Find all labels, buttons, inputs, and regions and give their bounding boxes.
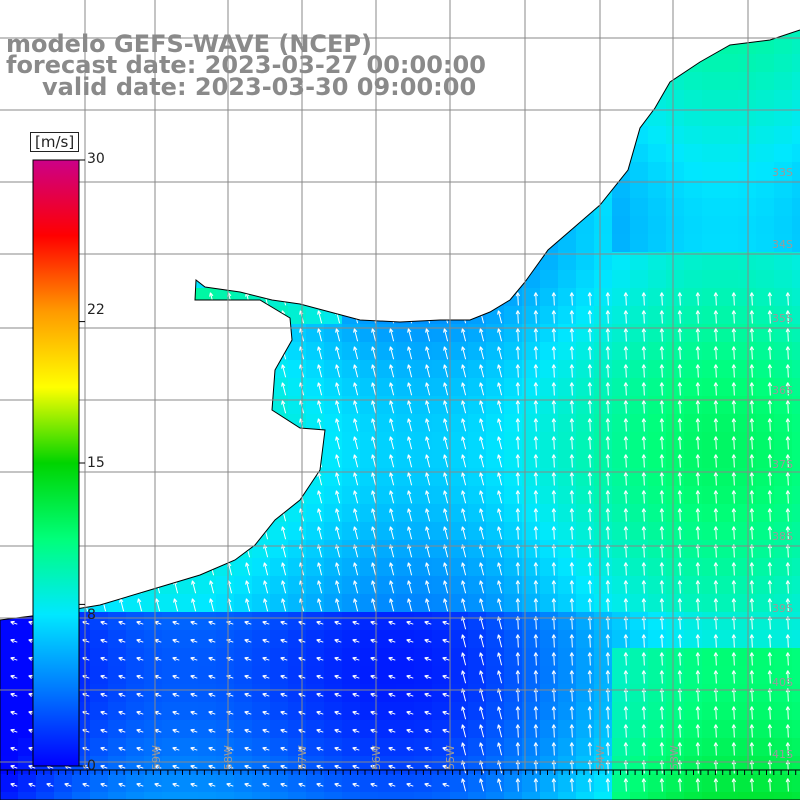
model-title: modelo GEFS-WAVE (NCEP): [6, 30, 372, 58]
lat-label-35S: 35S: [772, 312, 793, 325]
lon-label-53W: 53W: [668, 745, 681, 770]
lat-label-33S: 33S: [772, 166, 793, 179]
lat-label-41S: 41S: [772, 748, 793, 761]
coastline: [0, 29, 800, 800]
lon-label-59W: 59W: [150, 745, 163, 770]
lon-label-55W: 55W: [444, 745, 457, 770]
lat-label-40S: 40S: [772, 676, 793, 689]
lon-label-56W: 56W: [370, 745, 383, 770]
lon-label-54W: 54W: [594, 745, 607, 770]
lon-label-58W: 58W: [222, 745, 235, 770]
colorbar-tick-8: 8: [87, 607, 96, 623]
colorbar-tick-0: 0: [87, 758, 96, 774]
lat-label-38S: 38S: [772, 530, 793, 543]
lon-label-57W: 57W: [296, 745, 309, 770]
forecast-date: forecast date: 2023-03-27 00:00:00: [6, 51, 486, 79]
colorbar-tick-15: 15: [87, 455, 105, 471]
graticule: [0, 0, 800, 770]
axis-ticks: [0, 769, 800, 775]
lat-label-39S: 39S: [772, 602, 793, 615]
valid-date: valid date: 2023-03-30 09:00:00: [42, 73, 477, 101]
lat-label-34S: 34S: [772, 238, 793, 251]
lat-label-37S: 37S: [772, 458, 793, 471]
lat-label-36S: 36S: [772, 384, 793, 397]
colorbar-unit-label: [m/s]: [30, 132, 80, 152]
colorbar-ticks: [79, 159, 85, 767]
colorbar-tick-30: 30: [87, 151, 105, 167]
colorbar: [32, 159, 80, 767]
colorbar-tick-22: 22: [87, 302, 105, 318]
